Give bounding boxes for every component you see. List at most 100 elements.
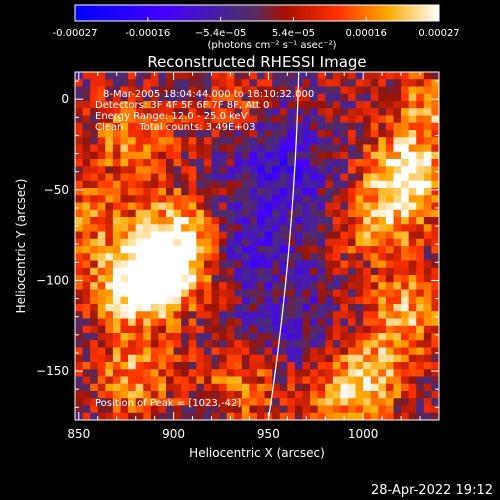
heatmap-cell: [181, 246, 190, 254]
heatmap-cell: [219, 188, 228, 196]
heatmap-cell: [112, 325, 122, 334]
heatmap-cell: [105, 115, 114, 124]
heatmap-cell: [226, 246, 235, 254]
heatmap-cell: [203, 376, 213, 385]
heatmap-cell: [264, 405, 273, 414]
heatmap-cell: [120, 405, 129, 414]
heatmap-cell: [135, 202, 144, 211]
heatmap-cell: [332, 318, 342, 327]
heatmap-cell: [105, 231, 114, 240]
heatmap-cell: [112, 188, 122, 196]
heatmap-cell: [325, 275, 334, 283]
heatmap-cell: [340, 137, 349, 146]
heatmap-cell: [363, 246, 372, 254]
heatmap-cell: [181, 304, 190, 312]
heatmap-cell: [97, 311, 106, 320]
heatmap-cell: [181, 144, 190, 153]
heatmap-cell: [158, 173, 167, 182]
heatmap-cell: [211, 166, 220, 175]
heatmap-cell: [317, 231, 326, 240]
heatmap-cell: [105, 289, 114, 298]
heatmap-cell: [294, 108, 304, 117]
heatmap-cell: [173, 267, 182, 276]
heatmap-cell: [401, 311, 410, 320]
heatmap-cell: [90, 354, 99, 363]
heatmap-cell: [431, 362, 439, 370]
heatmap-cell: [188, 260, 197, 269]
heatmap-cell: [287, 347, 296, 356]
heatmap-cell: [310, 173, 319, 182]
heatmap-cell: [75, 93, 84, 102]
heatmap-cell: [287, 202, 296, 211]
heatmap-cell: [332, 340, 342, 349]
heatmap-cell: [264, 267, 273, 276]
heatmap-cell: [105, 282, 114, 291]
heatmap-cell: [401, 282, 410, 291]
heatmap-cell: [211, 253, 220, 262]
heatmap-cell: [287, 166, 296, 175]
heatmap-cell: [279, 166, 288, 175]
heatmap-cell: [401, 275, 410, 283]
heatmap-cell: [393, 405, 402, 414]
heatmap-cell: [401, 115, 410, 124]
heatmap-cell: [370, 195, 379, 204]
heatmap-cell: [385, 151, 395, 160]
heatmap-cell: [128, 137, 137, 146]
heatmap-cell: [363, 318, 372, 327]
heatmap-cell: [241, 362, 251, 370]
heatmap-cell: [257, 209, 266, 218]
heatmap-cell: [82, 289, 91, 298]
heatmap-cell: [90, 108, 99, 117]
heatmap-cell: [370, 173, 379, 182]
heatmap-cell: [287, 325, 296, 334]
heatmap-cell: [257, 246, 266, 254]
heatmap-cell: [279, 246, 288, 254]
heatmap-cell: [158, 122, 167, 131]
heatmap-cell: [241, 217, 251, 225]
heatmap-cell: [143, 267, 152, 276]
heatmap-cell: [370, 318, 379, 327]
heatmap-cell: [219, 340, 228, 349]
heatmap-cell: [128, 362, 137, 370]
heatmap-cell: [385, 86, 395, 95]
heatmap-cell: [181, 296, 190, 305]
heatmap-cell: [219, 412, 228, 420]
heatmap-cell: [135, 122, 144, 131]
heatmap-cell: [370, 391, 379, 399]
heatmap-cell: [385, 383, 395, 392]
heatmap-cell: [135, 275, 144, 283]
heatmap-cell: [75, 275, 84, 283]
heatmap-cell: [272, 267, 281, 276]
heatmap-cell: [105, 137, 114, 146]
heatmap-cell: [348, 188, 357, 196]
heatmap-cell: [219, 180, 228, 189]
heatmap-cell: [302, 93, 311, 102]
heatmap-cell: [385, 173, 395, 182]
heatmap-cell: [150, 238, 160, 247]
heatmap-cell: [158, 86, 167, 95]
heatmap-cell: [393, 79, 402, 88]
heatmap-cell: [143, 412, 152, 420]
heatmap-cell: [355, 405, 364, 414]
heatmap-cell: [135, 173, 144, 182]
heatmap-cell: [294, 195, 304, 204]
heatmap-cell: [135, 224, 144, 233]
heatmap-cell: [355, 217, 364, 225]
heatmap-cell: [332, 151, 342, 160]
heatmap-cell: [234, 122, 243, 131]
heatmap-cell: [181, 282, 190, 291]
heatmap-cell: [128, 238, 137, 247]
heatmap-cell: [272, 86, 281, 95]
heatmap-cell: [128, 122, 137, 131]
heatmap-cell: [75, 224, 84, 233]
heatmap-cell: [393, 144, 402, 153]
annotation-detectors: Detectors: 3F 4F 5F 6F 7F 8F, Att 0: [95, 100, 269, 111]
heatmap-cell: [196, 188, 205, 196]
heatmap-cell: [150, 224, 160, 233]
heatmap-cell: [287, 108, 296, 117]
heatmap-cell: [385, 238, 395, 247]
heatmap-cell: [203, 333, 213, 341]
heatmap-cell: [317, 202, 326, 211]
heatmap-cell: [105, 318, 114, 327]
heatmap-cell: [211, 79, 220, 88]
